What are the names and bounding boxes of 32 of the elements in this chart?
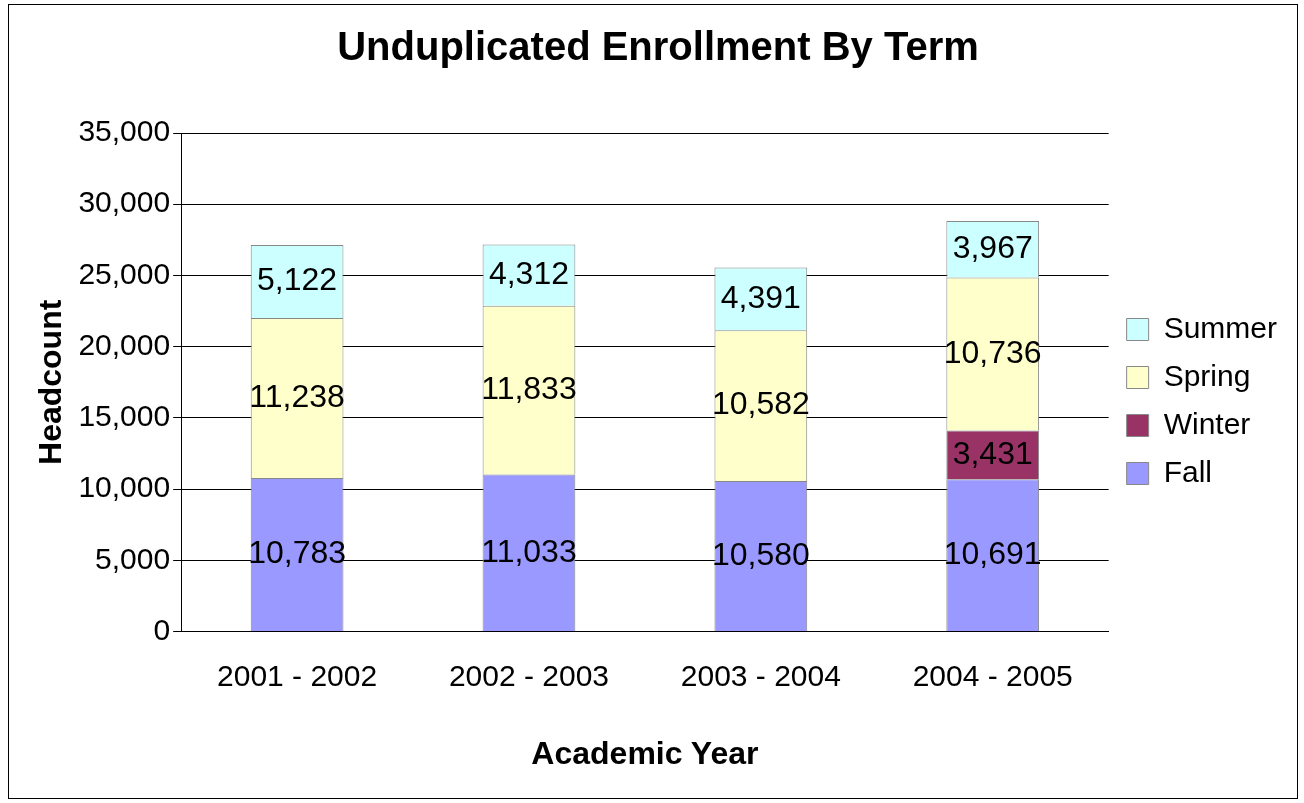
x-axis-title: Academic Year — [531, 734, 759, 771]
y-tick-label: 10,000 — [78, 470, 171, 504]
data-label: 3,967 — [952, 229, 1033, 266]
data-label: 10,736 — [943, 333, 1042, 370]
x-tick-label: 2004 - 2005 — [912, 658, 1073, 692]
chart-title: Unduplicated Enrollment By Term — [337, 24, 979, 69]
y-axis-title: Headcount — [32, 299, 69, 465]
data-label: 10,582 — [711, 385, 810, 422]
y-tick-label: 15,000 — [78, 399, 171, 433]
legend-label: Fall — [1163, 454, 1212, 488]
legend-label: Spring — [1163, 358, 1251, 392]
y-tick-label: 5,000 — [95, 541, 171, 575]
y-tick-label: 25,000 — [78, 256, 171, 290]
data-label: 10,691 — [943, 535, 1042, 572]
data-label: 3,431 — [952, 434, 1033, 471]
data-label: 10,783 — [248, 534, 347, 571]
data-label: 4,312 — [488, 254, 570, 291]
y-tick-label: 30,000 — [78, 185, 171, 219]
x-tick-label: 2003 - 2004 — [680, 658, 841, 692]
data-label: 10,580 — [711, 535, 810, 572]
x-tick-label: 2002 - 2003 — [448, 658, 610, 692]
data-label: 11,833 — [481, 369, 577, 406]
data-label: 11,238 — [249, 377, 345, 414]
data-label: 5,122 — [257, 261, 338, 298]
x-tick-label: 2001 - 2002 — [217, 658, 378, 692]
y-tick-label: 0 — [153, 612, 171, 646]
legend-label: Summer — [1163, 310, 1278, 344]
data-label: 4,391 — [720, 278, 801, 315]
y-tick-label: 20,000 — [78, 327, 171, 361]
legend-label: Winter — [1163, 406, 1251, 440]
y-tick-label: 35,000 — [78, 114, 171, 148]
data-label: 11,033 — [481, 532, 577, 569]
